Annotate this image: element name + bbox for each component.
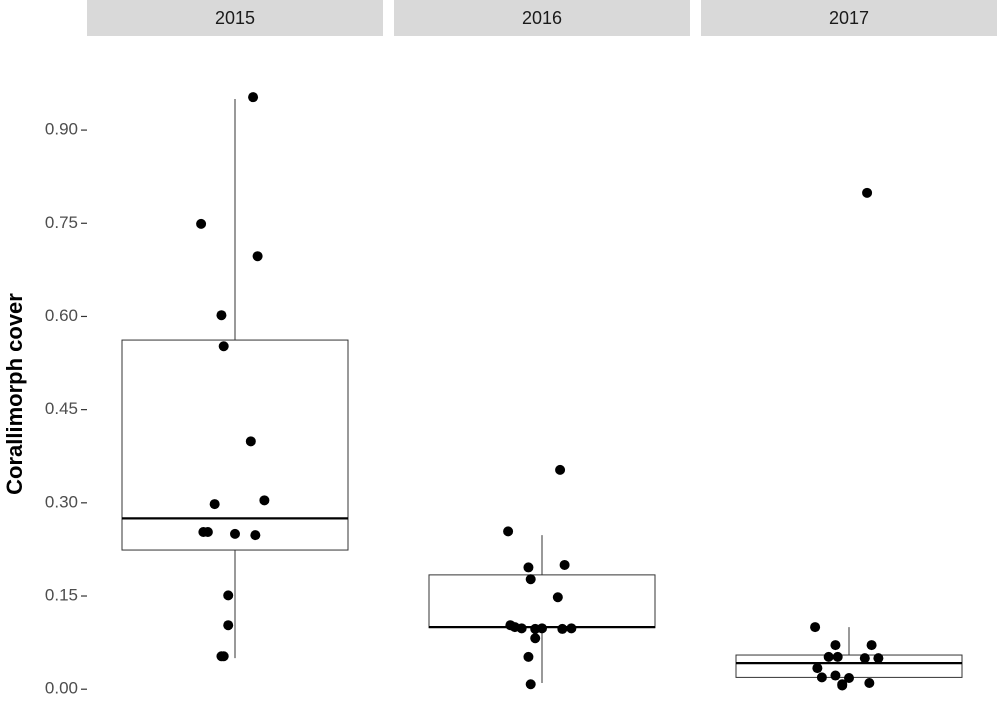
point <box>509 622 520 633</box>
point <box>525 679 536 690</box>
point <box>830 640 841 651</box>
point <box>555 464 566 475</box>
box <box>121 339 349 551</box>
box <box>428 574 656 629</box>
point <box>218 341 229 352</box>
strip <box>394 0 690 36</box>
point <box>196 218 207 229</box>
y-tick-label: 0.45 <box>45 399 78 418</box>
point <box>216 310 227 321</box>
strip <box>87 0 383 36</box>
point <box>873 653 884 664</box>
point <box>252 251 263 262</box>
point <box>816 672 827 683</box>
y-tick-label: 0.60 <box>45 306 78 325</box>
point <box>523 562 534 573</box>
point <box>837 680 848 691</box>
point <box>812 663 823 674</box>
point <box>552 592 563 603</box>
point <box>866 640 877 651</box>
y-tick-label: 0.90 <box>45 120 78 139</box>
facet-label: 2015 <box>215 8 255 28</box>
point <box>525 574 536 585</box>
point <box>530 633 541 644</box>
point <box>859 653 870 664</box>
point <box>202 527 213 538</box>
facet-label: 2017 <box>829 8 869 28</box>
point <box>245 436 256 447</box>
y-tick-label: 0.30 <box>45 492 78 511</box>
point <box>523 651 534 662</box>
point <box>559 559 570 570</box>
y-axis-label: Corallimorph cover <box>2 293 27 495</box>
point <box>248 92 259 103</box>
point <box>503 526 514 537</box>
strip <box>701 0 997 36</box>
point <box>830 670 841 681</box>
point <box>566 623 577 634</box>
point <box>530 623 541 634</box>
point <box>823 651 834 662</box>
point <box>223 620 234 631</box>
point <box>832 651 843 662</box>
point <box>810 622 821 633</box>
point <box>250 530 261 541</box>
point <box>223 590 234 601</box>
facet-label: 2016 <box>522 8 562 28</box>
point <box>557 623 568 634</box>
point <box>844 673 854 684</box>
point <box>864 677 875 688</box>
y-tick-label: 0.75 <box>45 213 78 232</box>
point <box>218 651 229 662</box>
point <box>230 528 240 539</box>
point <box>862 187 873 198</box>
y-tick-label: 0.15 <box>45 585 78 604</box>
point <box>209 499 220 510</box>
y-tick-label: 0.00 <box>45 679 78 698</box>
point <box>259 495 270 506</box>
